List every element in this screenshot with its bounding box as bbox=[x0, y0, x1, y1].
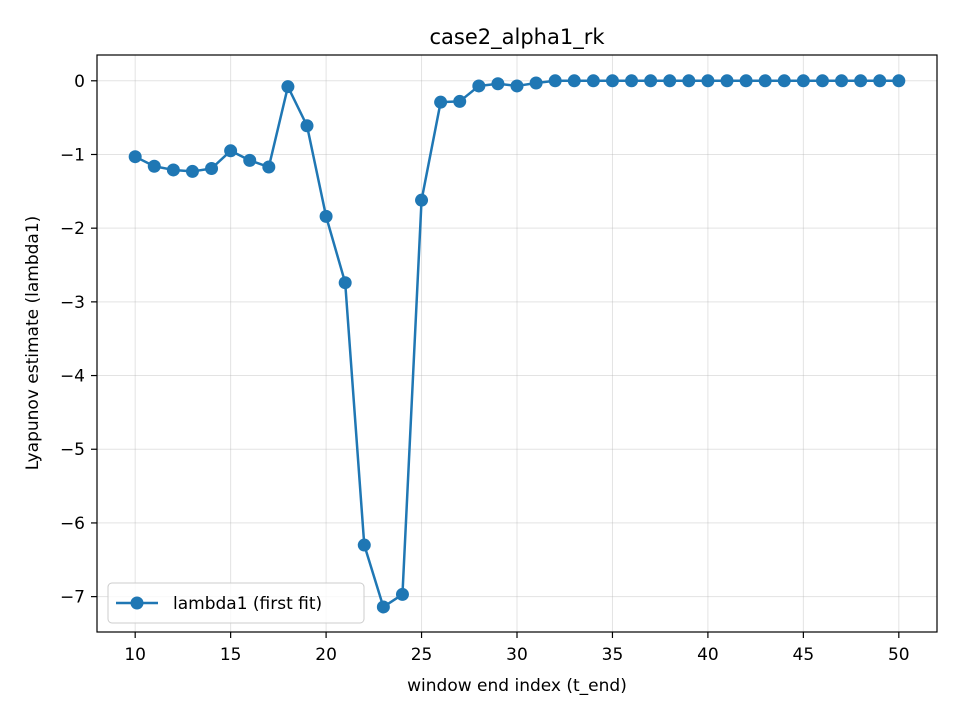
data-point bbox=[434, 95, 448, 109]
data-point bbox=[453, 94, 467, 108]
x-tick-label: 45 bbox=[793, 645, 815, 665]
data-point bbox=[281, 80, 295, 94]
data-point bbox=[243, 153, 257, 167]
y-tick-label: −6 bbox=[60, 514, 85, 534]
x-tick-label: 35 bbox=[602, 645, 624, 665]
data-point bbox=[586, 74, 600, 88]
data-point bbox=[796, 74, 810, 88]
y-tick-label: −4 bbox=[60, 367, 85, 387]
data-point bbox=[777, 74, 791, 88]
y-tick-label: −1 bbox=[60, 145, 85, 165]
legend: lambda1 (first fit) bbox=[107, 582, 365, 624]
data-point bbox=[376, 600, 390, 614]
axis-ticks: 10 15 20 25 30 35 40 45 50 0 −1 −2 −3 −4 −5 −6 −7 bbox=[60, 72, 910, 665]
chart-title: case2_alpha1_rk bbox=[429, 25, 605, 50]
data-point bbox=[815, 74, 829, 88]
data-point bbox=[224, 144, 238, 158]
x-tick-label: 25 bbox=[411, 645, 433, 665]
y-tick-label: −7 bbox=[60, 588, 85, 608]
legend-label: lambda1 (first fit) bbox=[173, 594, 322, 614]
y-axis-label: Lyapunov estimate (lambda1) bbox=[23, 216, 43, 471]
x-axis-label: window end index (t_end) bbox=[407, 676, 627, 696]
data-point bbox=[319, 209, 333, 223]
data-point bbox=[758, 74, 772, 88]
x-tick-label: 30 bbox=[506, 645, 528, 665]
data-point bbox=[472, 79, 486, 93]
data-point bbox=[663, 74, 677, 88]
data-point bbox=[873, 74, 887, 88]
data-point bbox=[205, 161, 219, 175]
legend-box bbox=[107, 582, 365, 624]
plot-frame bbox=[96, 54, 938, 633]
data-point bbox=[682, 74, 696, 88]
data-point bbox=[892, 74, 906, 88]
data-point bbox=[529, 76, 543, 90]
x-tick-label: 50 bbox=[888, 645, 910, 665]
data-point bbox=[510, 79, 524, 93]
data-point bbox=[625, 74, 639, 88]
data-point bbox=[338, 276, 352, 290]
data-point bbox=[567, 74, 581, 88]
data-point bbox=[357, 538, 371, 552]
data-point bbox=[415, 193, 429, 207]
data-point bbox=[262, 160, 276, 174]
x-tick-label: 15 bbox=[220, 645, 242, 665]
data-point bbox=[147, 159, 161, 173]
data-point bbox=[491, 77, 505, 91]
data-point bbox=[128, 150, 142, 164]
x-tick-label: 40 bbox=[697, 645, 719, 665]
data-point bbox=[835, 74, 849, 88]
y-tick-label: 0 bbox=[74, 72, 85, 92]
data-point bbox=[605, 74, 619, 88]
y-tick-label: −5 bbox=[60, 440, 85, 460]
data-series bbox=[128, 74, 906, 614]
data-point bbox=[185, 164, 199, 178]
data-point bbox=[854, 74, 868, 88]
data-point bbox=[701, 74, 715, 88]
y-tick-label: −3 bbox=[60, 293, 85, 313]
x-tick-label: 20 bbox=[315, 645, 337, 665]
data-point bbox=[548, 74, 562, 88]
data-point bbox=[395, 587, 409, 601]
data-point bbox=[739, 74, 753, 88]
x-tick-label: 10 bbox=[124, 645, 146, 665]
y-tick-label: −2 bbox=[60, 219, 85, 239]
data-point bbox=[166, 163, 180, 177]
data-point bbox=[720, 74, 734, 88]
data-point bbox=[300, 119, 314, 133]
data-point bbox=[644, 74, 658, 88]
legend-point-marker bbox=[130, 596, 144, 610]
